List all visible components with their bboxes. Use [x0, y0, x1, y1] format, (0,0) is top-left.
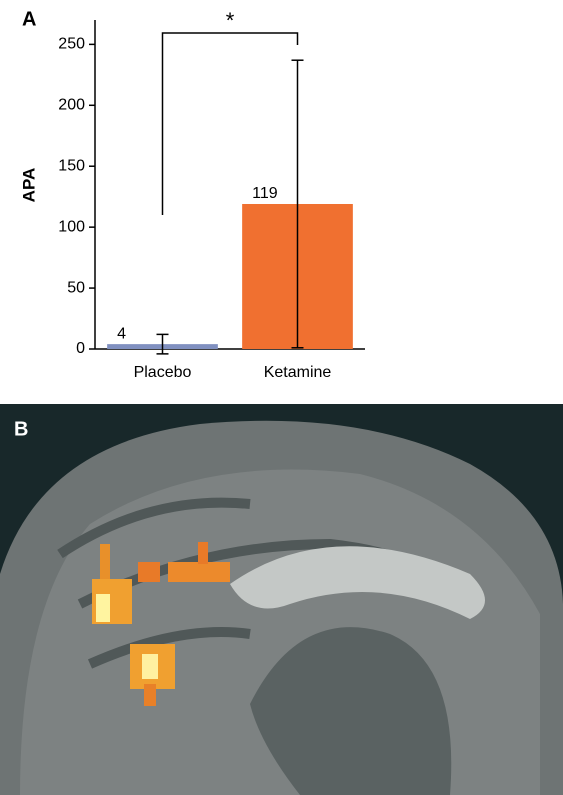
blob — [96, 594, 110, 622]
blob — [144, 684, 156, 706]
blob — [198, 542, 208, 564]
y-tick-label: 200 — [58, 97, 85, 114]
x-tick-label: Placebo — [134, 364, 192, 381]
y-tick-label: 150 — [58, 157, 85, 174]
blob — [138, 562, 160, 582]
page: {"chart_data": {"type": "bar", "panel_la… — [0, 0, 563, 795]
blob — [168, 562, 230, 582]
data-label: 119 — [252, 185, 278, 202]
y-tick-label: 250 — [58, 36, 85, 53]
panel-label: A — [22, 8, 36, 30]
blob — [100, 544, 110, 584]
significance-marker: * — [226, 8, 235, 33]
y-tick-label: 0 — [76, 340, 85, 357]
y-tick-label: 100 — [58, 218, 85, 235]
y-tick-label: 50 — [67, 279, 85, 296]
data-label: 4 — [117, 325, 126, 342]
brain-image: B — [0, 404, 563, 795]
y-axis-label: APA — [19, 168, 38, 203]
chart: A APA 0 50 100 150 200 250 Placebo 4 Ketamine 119… — [0, 0, 563, 400]
blob — [142, 654, 158, 679]
x-tick-label: Ketamine — [264, 364, 332, 381]
panel-label: B — [14, 418, 28, 440]
